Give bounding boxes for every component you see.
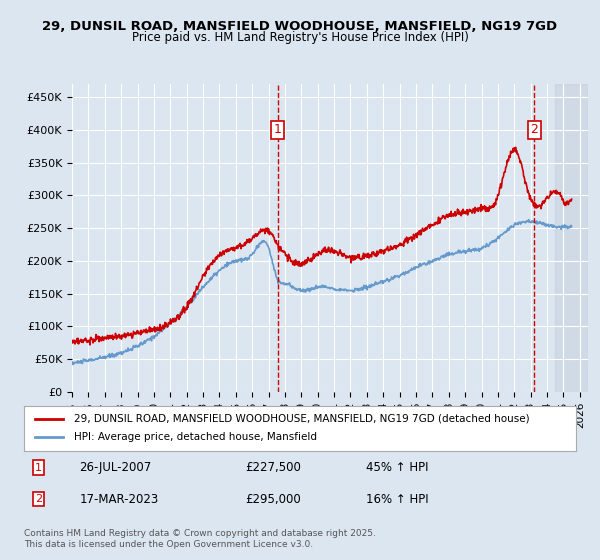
Text: 29, DUNSIL ROAD, MANSFIELD WOODHOUSE, MANSFIELD, NG19 7GD: 29, DUNSIL ROAD, MANSFIELD WOODHOUSE, MA…: [43, 20, 557, 32]
Bar: [555, 84, 588, 392]
Text: 17-MAR-2023: 17-MAR-2023: [79, 493, 158, 506]
Text: HPI: Average price, detached house, Mansfield: HPI: Average price, detached house, Mans…: [74, 432, 317, 442]
Text: £295,000: £295,000: [245, 493, 301, 506]
Text: 2: 2: [530, 123, 538, 137]
Text: 1: 1: [274, 123, 282, 137]
Text: 16% ↑ HPI: 16% ↑ HPI: [366, 493, 429, 506]
Text: Price paid vs. HM Land Registry's House Price Index (HPI): Price paid vs. HM Land Registry's House …: [131, 31, 469, 44]
Text: 45% ↑ HPI: 45% ↑ HPI: [366, 461, 429, 474]
Text: 1: 1: [35, 463, 42, 473]
Text: Contains HM Land Registry data © Crown copyright and database right 2025.
This d: Contains HM Land Registry data © Crown c…: [24, 529, 376, 549]
Text: 26-JUL-2007: 26-JUL-2007: [79, 461, 151, 474]
Text: £227,500: £227,500: [245, 461, 301, 474]
Text: 29, DUNSIL ROAD, MANSFIELD WOODHOUSE, MANSFIELD, NG19 7GD (detached house): 29, DUNSIL ROAD, MANSFIELD WOODHOUSE, MA…: [74, 413, 529, 423]
Text: 2: 2: [35, 494, 42, 504]
